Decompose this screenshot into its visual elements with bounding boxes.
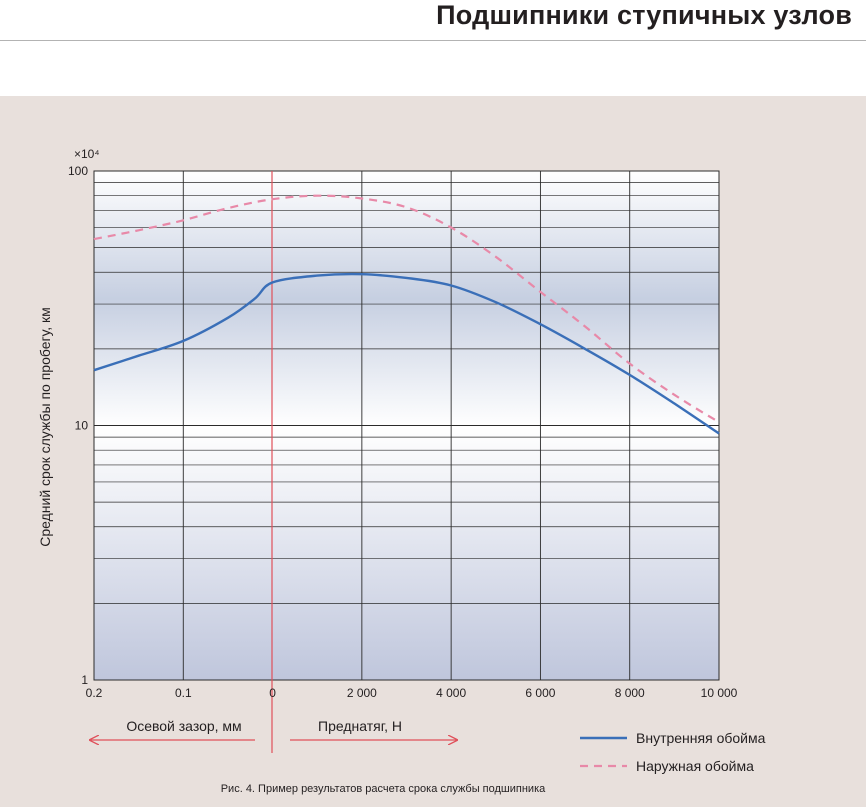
y-tick-label: 10 (75, 419, 89, 433)
x-tick-label: 0.2 (86, 686, 103, 700)
legend-label-outer: Наружная обойма (636, 758, 754, 774)
legend: Внутренняя обойма Наружная обойма (580, 730, 766, 774)
x-tick-label: 8 000 (615, 686, 645, 700)
figure-caption: Рис. 4. Пример результатов расчета срока… (221, 783, 546, 795)
x-tick-label: 10 000 (701, 686, 738, 700)
tick-labels: 0.2 0.1 0 2 000 4 000 6 000 8 000 10 000 1 10 100 (68, 164, 738, 700)
plot-frame (93, 170, 720, 681)
legend-label-inner: Внутренняя обойма (636, 730, 766, 746)
clearance-label: Осевой зазор, мм (126, 718, 241, 734)
x-tick-label: 6 000 (525, 686, 555, 700)
plot-band-upper (94, 171, 719, 427)
y-multiplier: ×10⁴ (74, 147, 100, 161)
figure-panel: 0.2 0.1 0 2 000 4 000 6 000 8 000 10 000 1 10 100 … (0, 96, 866, 807)
chart: 0.2 0.1 0 2 000 4 000 6 000 8 000 10 000110100 … (37, 147, 766, 795)
plot-band-lower (94, 427, 719, 680)
page-header: Подшипники ступичных узлов (0, 0, 866, 41)
x-tick-label: 4 000 (436, 686, 466, 700)
y-tick-label: 100 (68, 164, 88, 178)
grid (94, 171, 719, 680)
y-tick-label: 1 (81, 673, 88, 687)
page-title: Подшипники ступичных узлов (436, 0, 852, 30)
preload-label: Преднатяг, Н (318, 718, 402, 734)
x-tick-label: 0 (269, 686, 276, 700)
x-tick-label: 2 000 (347, 686, 377, 700)
x-tick-label: 0.1 (175, 686, 192, 700)
series-line-inner-ring (93, 272, 720, 435)
series-line-outer-ring (93, 194, 720, 424)
y-axis-label: Средний срок службы по пробегу, км (37, 307, 53, 547)
series (93, 194, 720, 435)
